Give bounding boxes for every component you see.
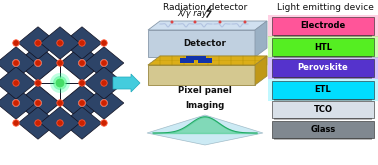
Circle shape xyxy=(101,120,107,126)
Polygon shape xyxy=(274,138,372,140)
Circle shape xyxy=(13,100,19,106)
Circle shape xyxy=(101,60,107,66)
Polygon shape xyxy=(274,35,372,37)
Circle shape xyxy=(101,80,107,86)
Circle shape xyxy=(57,80,63,86)
Circle shape xyxy=(13,40,19,46)
Circle shape xyxy=(79,60,85,66)
Text: X/γ ray: X/γ ray xyxy=(177,9,207,17)
Polygon shape xyxy=(40,27,80,59)
Text: Radiation detector: Radiation detector xyxy=(163,3,247,12)
Circle shape xyxy=(79,40,85,46)
Polygon shape xyxy=(272,38,374,56)
Polygon shape xyxy=(62,27,102,59)
Text: ETL: ETL xyxy=(314,85,332,95)
Polygon shape xyxy=(272,101,374,118)
Polygon shape xyxy=(274,118,372,120)
Text: TCO: TCO xyxy=(313,105,333,114)
Polygon shape xyxy=(84,47,124,79)
Text: Glass: Glass xyxy=(310,125,336,134)
Circle shape xyxy=(57,60,63,66)
Circle shape xyxy=(35,100,41,106)
Polygon shape xyxy=(272,59,374,77)
Circle shape xyxy=(55,78,65,88)
Bar xyxy=(180,58,194,63)
Text: Perovskite: Perovskite xyxy=(297,64,349,72)
FancyArrow shape xyxy=(113,74,140,92)
Polygon shape xyxy=(255,56,267,85)
Circle shape xyxy=(101,100,107,106)
Polygon shape xyxy=(274,77,372,79)
Circle shape xyxy=(101,99,107,106)
Circle shape xyxy=(35,120,41,126)
Circle shape xyxy=(35,40,41,46)
Circle shape xyxy=(79,100,85,106)
Circle shape xyxy=(57,40,63,46)
Polygon shape xyxy=(147,115,263,145)
Circle shape xyxy=(34,60,42,66)
Polygon shape xyxy=(148,56,267,65)
Circle shape xyxy=(50,73,70,93)
Polygon shape xyxy=(60,45,104,81)
Circle shape xyxy=(13,80,19,86)
Circle shape xyxy=(12,60,20,66)
Circle shape xyxy=(35,80,41,86)
Circle shape xyxy=(34,99,42,106)
Text: Pixel panel: Pixel panel xyxy=(178,86,232,95)
Polygon shape xyxy=(0,47,36,79)
Polygon shape xyxy=(16,45,60,81)
Polygon shape xyxy=(274,99,372,101)
Polygon shape xyxy=(255,21,267,57)
Circle shape xyxy=(12,99,20,106)
Polygon shape xyxy=(268,57,378,79)
Polygon shape xyxy=(268,79,378,101)
Polygon shape xyxy=(84,67,124,99)
Text: Electrode: Electrode xyxy=(301,21,345,31)
Polygon shape xyxy=(148,65,255,85)
Polygon shape xyxy=(148,30,255,57)
Polygon shape xyxy=(0,87,36,119)
Polygon shape xyxy=(268,15,378,37)
Polygon shape xyxy=(40,107,80,139)
Circle shape xyxy=(53,76,67,90)
Circle shape xyxy=(170,20,174,23)
Polygon shape xyxy=(0,67,36,99)
Polygon shape xyxy=(84,87,124,119)
Text: HTL: HTL xyxy=(314,43,332,51)
Circle shape xyxy=(79,80,85,86)
Circle shape xyxy=(57,100,63,106)
Polygon shape xyxy=(272,17,374,35)
Bar xyxy=(198,58,212,63)
Polygon shape xyxy=(18,27,58,59)
Text: Light emitting device: Light emitting device xyxy=(277,3,373,12)
Circle shape xyxy=(101,60,107,66)
Text: Detector: Detector xyxy=(184,39,226,48)
Polygon shape xyxy=(16,85,60,121)
Polygon shape xyxy=(148,21,267,30)
Polygon shape xyxy=(18,107,58,139)
Circle shape xyxy=(79,120,85,126)
Text: Imaging: Imaging xyxy=(185,101,225,110)
Circle shape xyxy=(79,60,85,66)
Circle shape xyxy=(218,20,222,23)
Circle shape xyxy=(101,40,107,46)
Circle shape xyxy=(243,20,246,23)
Polygon shape xyxy=(272,121,374,138)
Circle shape xyxy=(13,60,19,66)
Polygon shape xyxy=(268,36,378,58)
Bar xyxy=(186,56,206,60)
Circle shape xyxy=(57,120,63,126)
Polygon shape xyxy=(62,107,102,139)
Circle shape xyxy=(194,20,197,23)
Polygon shape xyxy=(274,56,372,58)
Polygon shape xyxy=(272,81,374,99)
Circle shape xyxy=(79,99,85,106)
Circle shape xyxy=(35,60,41,66)
Polygon shape xyxy=(60,85,104,121)
Circle shape xyxy=(13,120,19,126)
